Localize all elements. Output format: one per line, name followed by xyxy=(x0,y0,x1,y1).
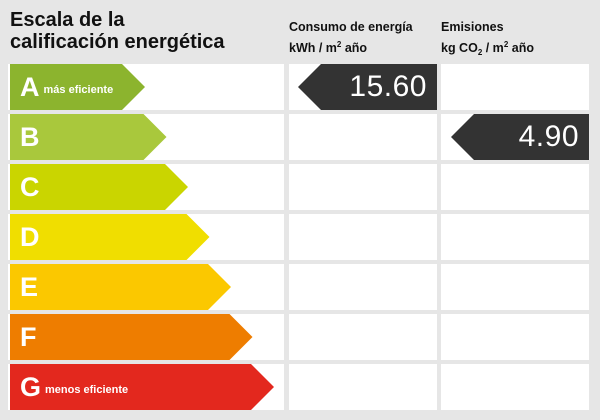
emissions-cell-g xyxy=(441,364,589,410)
emissions-header-label: Emisiones xyxy=(441,20,504,34)
emissions-header: Emisiones kg CO2 / m2 año xyxy=(441,19,534,61)
emissions-cell-a xyxy=(441,64,589,110)
class-arrow-c: C xyxy=(10,164,188,210)
consumption-header-label: Consumo de energía xyxy=(289,20,413,34)
consumption-cell-f xyxy=(289,314,437,360)
consumption-cell-g xyxy=(289,364,437,410)
class-description: menos eficiente xyxy=(45,384,129,396)
class-arrow-e: E xyxy=(10,264,231,310)
class-letter: B xyxy=(20,122,40,152)
emissions-unit-sup: 2 xyxy=(503,40,509,49)
class-letter: C xyxy=(20,172,40,202)
consumption-unit-sup: 2 xyxy=(336,40,342,49)
emissions-unit-sub: 2 xyxy=(477,48,483,57)
emissions-unit-mid: / m xyxy=(482,41,504,55)
class-letter: F xyxy=(20,322,37,352)
class-letter: A xyxy=(20,72,40,102)
emissions-cell-f xyxy=(441,314,589,360)
consumption-cell-b xyxy=(289,114,437,160)
class-arrow-f: F xyxy=(10,314,253,360)
class-arrow-b: B xyxy=(10,114,167,160)
class-letter: E xyxy=(20,272,39,302)
emissions-value-indicator: 4.90 xyxy=(451,114,589,160)
page-title: Escala de la calificación energética xyxy=(10,9,225,53)
consumption-value-indicator: 15.60 xyxy=(298,64,437,110)
consumption-unit-suffix: año xyxy=(341,41,368,55)
class-letter: G xyxy=(20,372,42,402)
emissions-unit-prefix: kg CO xyxy=(441,41,478,55)
class-letter: D xyxy=(20,222,40,252)
class-arrow-d: D xyxy=(10,214,210,260)
consumption-header: Consumo de energía kWh / m2 año xyxy=(289,19,413,57)
emissions-cell-e xyxy=(441,264,589,310)
title-line-1: Escala de la xyxy=(10,9,125,31)
consumption-cell-c xyxy=(289,164,437,210)
emissions-cell-d xyxy=(441,214,589,260)
consumption-unit-prefix: kWh / m xyxy=(289,41,337,55)
title-line-2: calificación energética xyxy=(10,31,225,53)
consumption-header-unit: kWh / m2 año xyxy=(289,36,413,57)
emissions-unit-suffix: año xyxy=(508,41,534,55)
consumption-cell-d xyxy=(289,214,437,260)
consumption-cell-e xyxy=(289,264,437,310)
consumption-value: 15.60 xyxy=(349,70,427,103)
class-description: más eficiente xyxy=(43,84,114,96)
emissions-value: 4.90 xyxy=(518,120,579,153)
emissions-cell-c xyxy=(441,164,589,210)
emissions-header-unit: kg CO2 / m2 año xyxy=(441,36,534,61)
